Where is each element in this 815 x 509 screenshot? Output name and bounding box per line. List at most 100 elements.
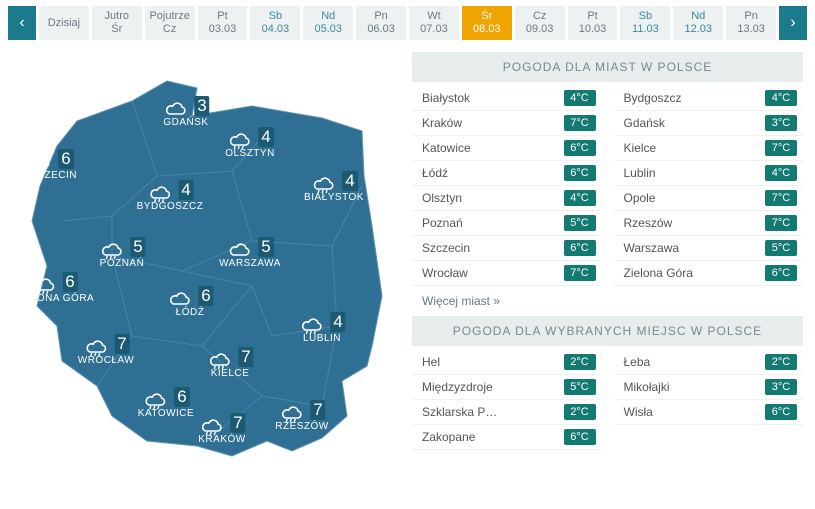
temp-badge: 6°C	[564, 429, 596, 445]
day-date: 03.03	[200, 23, 246, 36]
city-name: Warszawa	[624, 241, 680, 255]
city-row[interactable]: Zielona Góra6°C	[614, 261, 804, 286]
day-tab[interactable]: Sb04.03	[250, 6, 300, 40]
day-tab[interactable]: Pn13.03	[726, 6, 776, 40]
day-tab[interactable]: Pt10.03	[568, 6, 618, 40]
city-row[interactable]: Zakopane 6°C	[412, 425, 602, 450]
prev-arrow-button[interactable]: ‹	[8, 6, 36, 40]
city-row[interactable]: Poznań 5°C	[412, 211, 602, 236]
city-name: Zakopane	[422, 430, 475, 444]
day-date: 12.03	[675, 23, 721, 36]
main-cities-header: POGODA DLA MIAST W POLSCE	[412, 52, 803, 82]
city-name: Katowice	[422, 141, 471, 155]
temp-badge: 7°C	[765, 140, 797, 156]
temp-badge: 2°C	[564, 404, 596, 420]
day-label: Pn	[728, 10, 774, 23]
day-label: Nd	[675, 10, 721, 23]
city-name: Mikołajki	[624, 380, 670, 394]
selected-places-header: POGODA DLA WYBRANYCH MIEJSC W POLSCE	[412, 316, 803, 346]
city-row[interactable]: Rzeszów7°C	[614, 211, 804, 236]
day-label: Pn	[358, 10, 404, 23]
day-tab[interactable]: JutroŚr	[92, 6, 142, 40]
day-date: Cz	[147, 23, 193, 36]
city-name: Łeba	[624, 355, 651, 369]
city-row[interactable]: Bydgoszcz 4°C	[614, 86, 804, 111]
day-label: Nd	[305, 10, 351, 23]
city-row[interactable]: Kielce 7°C	[614, 136, 804, 161]
day-tab[interactable]: Nd12.03	[673, 6, 723, 40]
day-tab[interactable]: Śr08.03	[462, 6, 512, 40]
day-navigation: ‹ DzisiajJutroŚrPojutrzeCzPt03.03Sb04.03…	[0, 0, 815, 46]
temp-badge: 7°C	[564, 265, 596, 281]
city-row[interactable]: Lublin 4°C	[614, 161, 804, 186]
day-tab[interactable]: Pt03.03	[198, 6, 248, 40]
city-row[interactable]: Warszawa 5°C	[614, 236, 804, 261]
temp-badge: 4°C	[564, 190, 596, 206]
city-name: Wrocław	[422, 266, 468, 280]
city-name: Lublin	[624, 166, 656, 180]
city-row[interactable]: Wisła 6°C	[614, 400, 804, 425]
city-row[interactable]: Katowice 6°C	[412, 136, 602, 161]
city-name: Kielce	[624, 141, 657, 155]
temp-badge: 6°C	[765, 404, 797, 420]
city-name: Bydgoszcz	[624, 91, 682, 105]
city-name: Szklarska P…	[422, 405, 497, 419]
day-tab[interactable]: PojutrzeCz	[145, 6, 195, 40]
city-row[interactable]: Mikołajki3°C	[614, 375, 804, 400]
day-tab[interactable]: Cz09.03	[515, 6, 565, 40]
day-label: Pt	[570, 10, 616, 23]
temp-badge: 5°C	[564, 215, 596, 231]
city-name: Poznań	[422, 216, 463, 230]
temp-badge: 4°C	[765, 90, 797, 106]
city-row[interactable]: Wrocław 7°C	[412, 261, 602, 286]
day-tab[interactable]: Pn06.03	[356, 6, 406, 40]
city-name: Kraków	[422, 116, 462, 130]
city-row[interactable]: Międzyzdroje5°C	[412, 375, 602, 400]
day-date: 09.03	[517, 23, 563, 36]
day-date: 07.03	[411, 23, 457, 36]
city-name: Szczecin	[422, 241, 470, 255]
day-label: Dzisiaj	[41, 17, 87, 30]
city-name: Opole	[624, 191, 656, 205]
city-name: Zielona Góra	[624, 266, 693, 280]
city-name: Rzeszów	[624, 216, 673, 230]
day-tab[interactable]: Nd05.03	[303, 6, 353, 40]
city-row[interactable]: Łeba 2°C	[614, 350, 804, 375]
city-row[interactable]: Białystok4°C	[412, 86, 602, 111]
day-label: Cz	[517, 10, 563, 23]
sidebar: POGODA DLA MIAST W POLSCE Białystok4°C By…	[412, 46, 813, 486]
day-tab[interactable]: Wt07.03	[409, 6, 459, 40]
day-tab[interactable]: Sb11.03	[620, 6, 670, 40]
day-date: 13.03	[728, 23, 774, 36]
day-date: 08.03	[464, 23, 510, 36]
day-date: 06.03	[358, 23, 404, 36]
day-tab[interactable]: Dzisiaj	[39, 6, 89, 40]
city-row[interactable]: Olsztyn4°C	[412, 186, 602, 211]
temp-badge: 2°C	[564, 354, 596, 370]
city-row[interactable]: Hel2°C	[412, 350, 602, 375]
city-row[interactable]: Szczecin 6°C	[412, 236, 602, 261]
day-label: Wt	[411, 10, 457, 23]
temp-badge: 7°C	[564, 115, 596, 131]
city-name: Wisła	[624, 405, 653, 419]
temp-badge: 5°C	[765, 240, 797, 256]
city-row[interactable]: Opole7°C	[614, 186, 804, 211]
city-row[interactable]: Łódź6°C	[412, 161, 602, 186]
city-row[interactable]: Kraków 7°C	[412, 111, 602, 136]
next-arrow-button[interactable]: ›	[779, 6, 807, 40]
day-label: Śr	[464, 10, 510, 23]
temp-badge: 6°C	[564, 140, 596, 156]
city-name: Łódź	[422, 166, 448, 180]
day-date: Śr	[94, 23, 140, 36]
city-row[interactable]: Gdańsk3°C	[614, 111, 804, 136]
temp-badge: 5°C	[564, 379, 596, 395]
day-label: Sb	[252, 10, 298, 23]
city-row[interactable]: Szklarska P… 2°C	[412, 400, 602, 425]
temp-badge: 6°C	[564, 240, 596, 256]
temp-badge: 4°C	[564, 90, 596, 106]
temp-badge: 4°C	[765, 165, 797, 181]
day-label: Jutro	[94, 10, 140, 23]
temp-badge: 2°C	[765, 354, 797, 370]
poland-map-shape	[2, 46, 402, 486]
more-cities-link[interactable]: Więcej miast »	[412, 286, 803, 316]
